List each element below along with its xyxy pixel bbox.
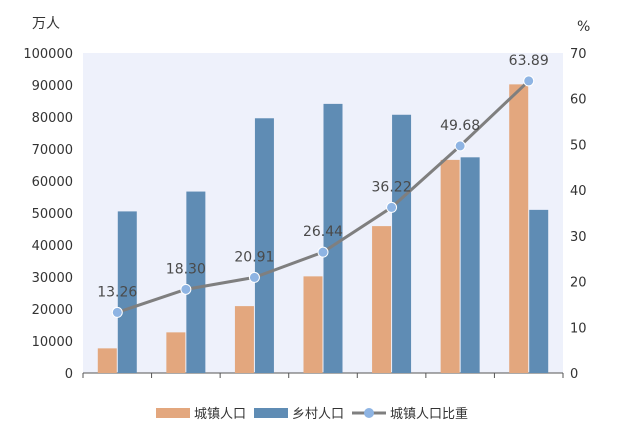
left-tick-label: 40000: [32, 239, 73, 254]
bar-rural: [117, 211, 137, 373]
right-tick-label: 20: [570, 276, 587, 291]
bar-urban: [303, 276, 323, 373]
ratio-line-layer: 13.26 18.30 20.91 26.44 36.22 49.68 63.89: [97, 53, 549, 318]
bar-urban: [97, 348, 117, 373]
legend: 城镇人口 乡村人口 城镇人口比重: [156, 406, 468, 422]
bar-rural: [186, 191, 206, 373]
ratio-data-label: 13.26: [97, 284, 137, 300]
right-tick-label: 40: [570, 184, 587, 199]
left-axis-unit: 万人: [32, 16, 60, 32]
left-tick-label: 70000: [32, 143, 73, 158]
ratio-point: [523, 75, 535, 87]
right-tick-label: 60: [570, 93, 587, 108]
bar-rural: [529, 209, 549, 373]
bar-rural: [323, 103, 343, 373]
ratio-point: [248, 271, 260, 283]
left-tick-label: 50000: [32, 207, 73, 222]
ratio-data-label: 36.22: [372, 179, 412, 195]
bar-urban: [166, 332, 186, 373]
bar-urban: [440, 159, 460, 373]
right-tick-label: 10: [570, 321, 587, 336]
right-tick-label: 0: [570, 367, 578, 382]
bar-rural: [392, 114, 412, 373]
left-tick-label: 90000: [32, 79, 73, 94]
bar-rural: [460, 157, 480, 373]
legend-label-urban: 城镇人口: [194, 407, 246, 422]
legend-marker-ratio: [364, 408, 374, 418]
ratio-point: [111, 306, 123, 318]
legend-swatch-urban: [156, 408, 190, 418]
bar-rural: [254, 118, 274, 373]
bar-urban: [509, 84, 529, 374]
right-tick-label: 30: [570, 230, 587, 245]
left-tick-label: 30000: [32, 271, 73, 286]
right-tick-label: 50: [570, 138, 587, 153]
right-tick-label: 70: [570, 47, 587, 62]
left-tick-label: 60000: [32, 175, 73, 190]
ratio-data-label: 20.91: [234, 249, 274, 265]
ratio-data-label: 26.44: [303, 224, 343, 240]
legend-swatch-rural: [254, 408, 288, 418]
ratio-point: [180, 283, 192, 295]
right-axis-unit: %: [577, 19, 590, 35]
right-axis: 0 10 20 30 40 50 60 70: [570, 47, 587, 382]
left-tick-label: 20000: [32, 303, 73, 318]
legend-label-ratio: 城镇人口比重: [390, 406, 468, 422]
left-tick-label: 0: [65, 367, 73, 382]
ratio-data-label: 49.68: [440, 118, 480, 134]
left-axis: 0 10000 20000 30000 40000 50000 60000 70000 8000…: [23, 47, 73, 382]
x-axis-ticks: [82, 373, 564, 378]
ratio-data-label: 63.89: [509, 53, 549, 69]
left-tick-label: 10000: [32, 335, 73, 350]
bars: [97, 84, 549, 374]
ratio-point: [454, 140, 466, 152]
left-tick-label: 100000: [23, 47, 73, 62]
ratio-point: [386, 201, 398, 213]
left-tick-label: 80000: [32, 111, 73, 126]
ratio-point: [317, 246, 329, 258]
plot-area: [83, 53, 563, 373]
legend-label-rural: 乡村人口: [292, 407, 344, 422]
ratio-data-label: 18.30: [166, 261, 206, 277]
bar-urban: [234, 306, 254, 373]
bar-urban: [372, 226, 392, 373]
